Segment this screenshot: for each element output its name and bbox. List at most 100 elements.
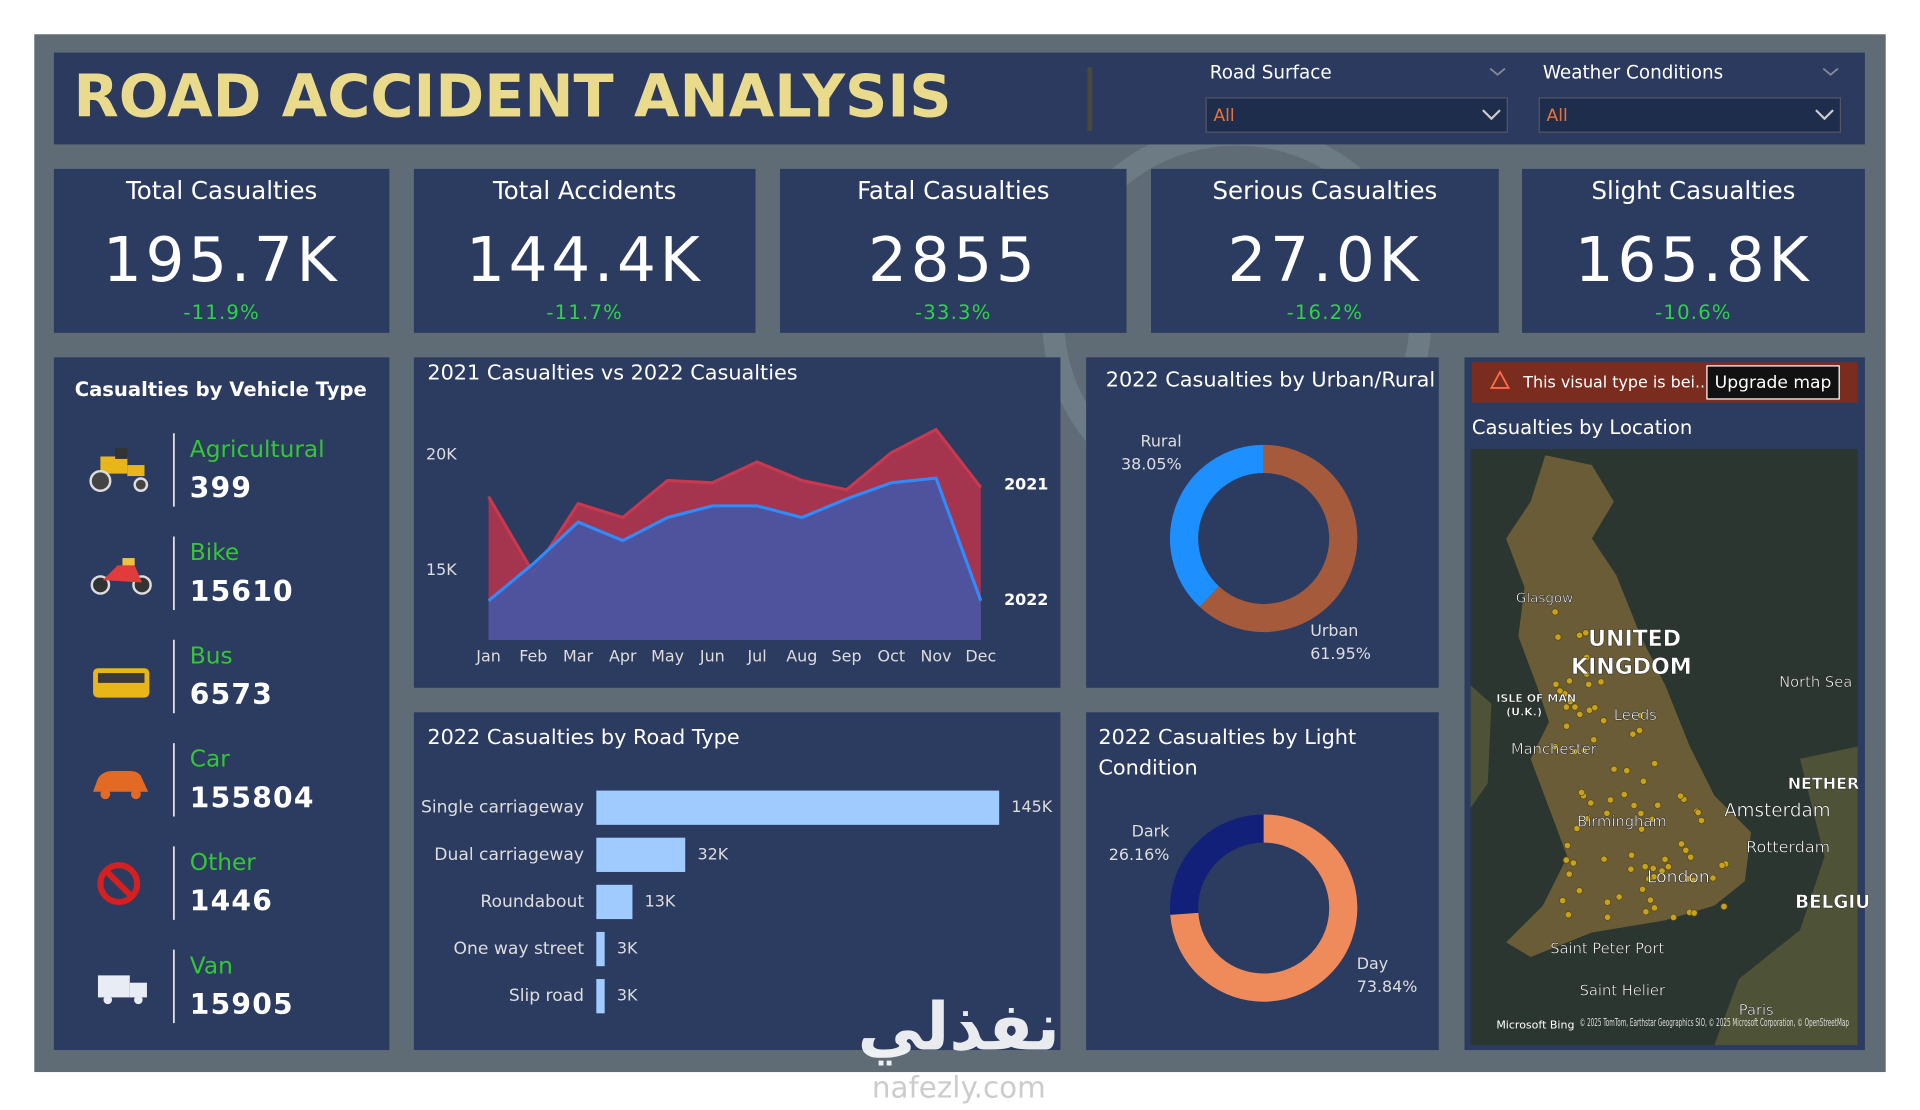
kpi-change: -11.9% [183,301,260,324]
map-point [1556,687,1564,695]
map-point [1638,825,1646,833]
kpi-change: -11.7% [546,301,623,324]
panel-title: 2022 Casualties by Road Type [427,725,739,749]
map-point [1583,653,1591,661]
map-point [1575,631,1584,639]
dropdown[interactable] [1205,97,1508,133]
map-label: Amsterdam [1724,800,1831,821]
map-point [1620,790,1628,799]
map-point [1559,897,1567,905]
map-point [1554,633,1562,641]
map-point [1603,898,1611,906]
map-label: North Sea [1779,674,1852,691]
map-point [1587,799,1595,807]
x-tick-label: Oct [878,647,906,666]
slice-label: Day [1357,954,1388,973]
dropdown[interactable] [1538,97,1842,133]
dropdown-value[interactable]: All [1547,106,1568,126]
map-point [1551,608,1559,616]
map-point [1641,863,1649,871]
kpi-cards: Total Casualties 195.7K -11.9% Total Accide… [53,168,1865,333]
filters: Road Surface All Weather Conditions All [1205,62,1842,133]
map-point [1565,677,1573,685]
upgrade-button[interactable] [1706,365,1840,400]
map-point [1582,629,1590,637]
vehicle-value: 6573 [190,678,273,711]
map-point [1650,904,1659,912]
line [487,427,983,576]
chevron[interactable] [1482,109,1501,121]
map-point [1676,792,1685,800]
tractor-icon [89,447,149,492]
map-point [1597,678,1605,686]
map-label: London [1647,867,1710,887]
kpi-title: Total Accidents [492,176,676,205]
map-point [1642,908,1650,916]
map-point [1615,893,1623,901]
slice-label: Urban [1310,621,1358,640]
category-label: Roundabout [480,892,584,912]
map-point [1563,841,1571,850]
x-tick-label: Aug [786,647,817,666]
map-point [1697,816,1706,825]
map-point [1687,853,1695,861]
category-label: Slip road [509,986,584,1006]
vehicle-value: 1446 [190,885,273,918]
data-label: 13K [645,891,676,910]
panel-title: Casualties by Vehicle Type [75,378,367,401]
other-icon [97,862,141,906]
bar [596,931,605,967]
map-point [1577,788,1586,797]
kpi-card [780,168,1127,333]
map-point [1585,680,1593,688]
kpi-card [1151,168,1499,333]
donut-chart: Dark 26.16% Day 73.84% [1109,814,1417,1002]
map-point [1583,815,1591,823]
map-point [1571,703,1579,711]
x-tick-label: Jun [699,647,725,666]
map-label: KINGDOM [1571,655,1692,680]
map-point [1664,863,1672,871]
map-point [1690,876,1698,884]
chevron[interactable] [1815,109,1834,121]
upgrade-button-label[interactable]: Upgrade map [1715,373,1832,393]
map-label: UNITED [1588,627,1681,652]
map-labels: Glasgow UNITED KINGDOM North Sea ISLE OF MAN… [1496,591,1870,1019]
data-label: 32K [697,844,728,863]
map-point [1569,859,1577,867]
kpi-title: Serious Casualties [1212,176,1437,205]
map-point [1627,865,1635,873]
map-point [1638,885,1647,893]
map-point [1573,824,1581,833]
map-label: Paris [1739,1002,1774,1019]
map-point [1604,913,1612,921]
kpi-change: -10.6% [1655,301,1732,324]
map-point [1658,867,1666,875]
series-label: 2022 [1004,590,1048,609]
map-point [1661,855,1669,863]
panel [1086,357,1439,688]
panel-title: 2022 Casualties by Urban/Rural [1106,368,1435,392]
y-tick-label: 15K [426,560,457,579]
filter-label: Weather Conditions [1543,62,1723,83]
map-point [1720,902,1728,911]
map-point [1583,670,1591,678]
kpi-value: 144.4K [466,225,703,296]
map-label: Glasgow [1516,591,1573,606]
map-point [1645,875,1653,883]
car-icon [93,771,149,792]
van-wheel [134,995,143,1005]
panel-title-box: 2022 Casualties by Light Condition [1098,726,1356,781]
divider [1087,67,1093,131]
map-point [1636,711,1644,719]
vehicle-name: Van [190,952,233,979]
line-chart: 15K 20K Jan Feb Mar Apr May Jun Jul Aug Sep Oct Nov D… [426,427,1048,666]
dropdown-value[interactable]: All [1213,106,1234,126]
chevron [1489,67,1506,76]
warning-icon [1489,370,1511,389]
x-tick-label: Sep [832,647,862,666]
map-point [1709,874,1717,882]
donut-slice [1170,444,1265,607]
vehicle-value: 15610 [190,575,294,608]
